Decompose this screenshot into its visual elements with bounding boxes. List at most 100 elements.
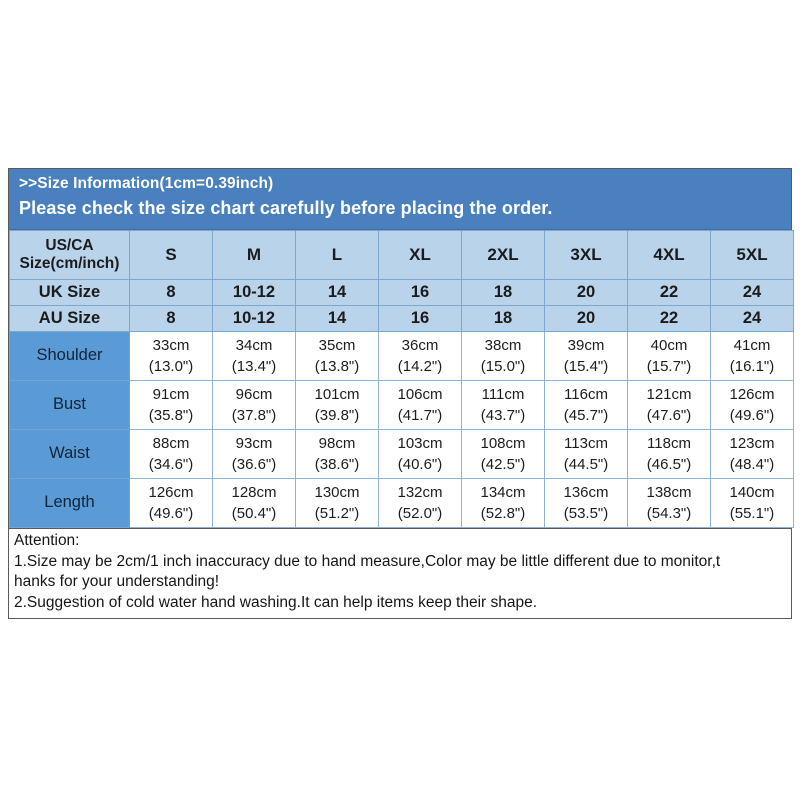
measurement-cm: 36cm	[401, 336, 439, 354]
measurement-value-cell: 101cm (39.8")	[295, 380, 379, 431]
size-chart-table: US/CA Size(cm/inch) S M L XL 2XL 3XL 4XL 5XL UK Si…	[9, 230, 794, 529]
measurement-row: Waist 88cm (34.6") 93cm (36.6") 98cm (38.6") 10…	[9, 429, 794, 480]
measurement-cm: 101cm	[314, 385, 360, 403]
measurement-inch: (49.6")	[729, 407, 775, 425]
measurement-cm: 34cm	[235, 336, 273, 354]
measurement-value-cell: 116cm (45.7")	[544, 380, 628, 431]
measurement-cm: 96cm	[235, 385, 273, 403]
measurement-inch: (42.5")	[480, 456, 526, 474]
measurement-value-cell: 123cm (48.4")	[710, 429, 794, 480]
measurement-inch: (38.6")	[314, 456, 360, 474]
measurement-row: Shoulder 33cm (13.0") 34cm (13.4") 35cm (13.8"…	[9, 331, 794, 382]
measurement-inch: (53.5")	[563, 505, 609, 523]
measurement-value-cell: 126cm (49.6")	[129, 478, 213, 529]
measurement-label: Shoulder	[9, 331, 130, 382]
measurement-inch: (16.1")	[729, 358, 775, 376]
measurement-value-cell: 91cm (35.8")	[129, 380, 213, 431]
measurement-cm: 123cm	[729, 434, 775, 452]
size-column-header: M	[212, 230, 296, 281]
measurement-inch: (47.6")	[646, 407, 692, 425]
measurement-value-cell: 113cm (44.5")	[544, 429, 628, 480]
measurement-inch: (15.4")	[563, 358, 609, 376]
measurement-cm: 38cm	[484, 336, 522, 354]
measurement-label: Waist	[9, 429, 130, 480]
region-size-value: 22	[627, 305, 711, 333]
measurement-cm: 130cm	[314, 483, 360, 501]
size-chart-instruction: Please check the size chart carefully be…	[19, 198, 553, 219]
measurement-cm: 39cm	[567, 336, 605, 354]
measurement-cm: 118cm	[647, 434, 691, 452]
size-column-header: 3XL	[544, 230, 628, 281]
measurement-inch: (40.6")	[397, 456, 443, 474]
size-chart-panel: >>Size Information(1cm=0.39inch) Please …	[8, 168, 794, 619]
region-size-value: 8	[129, 279, 213, 307]
measurement-cm: 108cm	[480, 434, 526, 452]
measurement-inch: (35.8")	[148, 407, 194, 425]
measurement-value-cell: 121cm (47.6")	[627, 380, 711, 431]
measurement-inch: (45.7")	[563, 407, 609, 425]
measurement-inch: (37.8")	[231, 407, 277, 425]
measurement-value-cell: 111cm (43.7")	[461, 380, 545, 431]
measurement-cm: 88cm	[152, 434, 190, 452]
measurement-value-cell: 132cm (52.0")	[378, 478, 462, 529]
measurement-cm: 98cm	[318, 434, 356, 452]
region-size-value: 24	[710, 279, 794, 307]
region-size-value: 10-12	[212, 305, 296, 333]
measurement-value-cell: 33cm (13.0")	[129, 331, 213, 382]
measurement-label: Bust	[9, 380, 130, 431]
measurement-value-cell: 39cm (15.4")	[544, 331, 628, 382]
region-size-value: 18	[461, 279, 545, 307]
measurement-cm: 134cm	[480, 483, 526, 501]
size-chart-corner-label: US/CA Size(cm/inch)	[9, 230, 130, 281]
measurement-cm: 138cm	[646, 483, 692, 501]
measurement-inch: (41.7")	[397, 407, 443, 425]
region-size-value: 24	[710, 305, 794, 333]
corner-label-line-1: US/CA	[45, 236, 94, 254]
measurement-value-cell: 93cm (36.6")	[212, 429, 296, 480]
measurement-inch: (44.5")	[563, 456, 609, 474]
region-size-value: 14	[295, 305, 379, 333]
measurement-cm: 91cm	[152, 385, 190, 403]
measurement-inch: (36.6")	[231, 456, 277, 474]
size-column-header: L	[295, 230, 379, 281]
attention-line-1: 1.Size may be 2cm/1 inch inaccuracy due …	[14, 552, 721, 570]
measurement-label: Length	[9, 478, 130, 529]
measurement-cm: 121cm	[646, 385, 692, 403]
region-size-value: 16	[378, 279, 462, 307]
measurement-row: Length 126cm (49.6") 128cm (50.4") 130cm (51.2…	[9, 478, 794, 529]
measurement-inch: (54.3")	[646, 505, 692, 523]
region-size-value: 14	[295, 279, 379, 307]
measurement-cm: 128cm	[231, 483, 277, 501]
measurement-cm: 113cm	[564, 434, 608, 452]
measurement-value-cell: 128cm (50.4")	[212, 478, 296, 529]
measurement-inch: (13.0")	[148, 358, 194, 376]
measurement-cm: 35cm	[318, 336, 356, 354]
measurement-inch: (15.7")	[646, 358, 692, 376]
region-size-label: AU Size	[9, 305, 130, 333]
size-column-header: XL	[378, 230, 462, 281]
measurement-cm: 33cm	[152, 336, 190, 354]
measurement-value-cell: 140cm (55.1")	[710, 478, 794, 529]
region-size-value: 20	[544, 279, 628, 307]
size-column-header: S	[129, 230, 213, 281]
measurement-cm: 116cm	[564, 385, 608, 403]
region-size-value: 22	[627, 279, 711, 307]
region-size-value: 10-12	[212, 279, 296, 307]
measurement-value-cell: 96cm (37.8")	[212, 380, 296, 431]
measurement-inch: (50.4")	[231, 505, 277, 523]
attention-block: Attention: 1.Size may be 2cm/1 inch inac…	[9, 528, 791, 618]
region-size-label: UK Size	[9, 279, 130, 307]
measurement-inch: (55.1")	[729, 505, 775, 523]
measurement-value-cell: 108cm (42.5")	[461, 429, 545, 480]
measurement-inch: (52.0")	[397, 505, 443, 523]
measurement-value-cell: 130cm (51.2")	[295, 478, 379, 529]
measurement-value-cell: 134cm (52.8")	[461, 478, 545, 529]
size-information-heading: >>Size Information(1cm=0.39inch)	[19, 175, 274, 192]
measurement-cm: 132cm	[397, 483, 443, 501]
measurement-inch: (52.8")	[480, 505, 526, 523]
size-subheader-row: UK Size 8 10-12 14 16 18 20 22 24	[9, 279, 794, 307]
measurement-cm: 106cm	[397, 385, 443, 403]
measurement-inch: (43.7")	[480, 407, 526, 425]
measurement-inch: (51.2")	[314, 505, 360, 523]
measurement-value-cell: 103cm (40.6")	[378, 429, 462, 480]
